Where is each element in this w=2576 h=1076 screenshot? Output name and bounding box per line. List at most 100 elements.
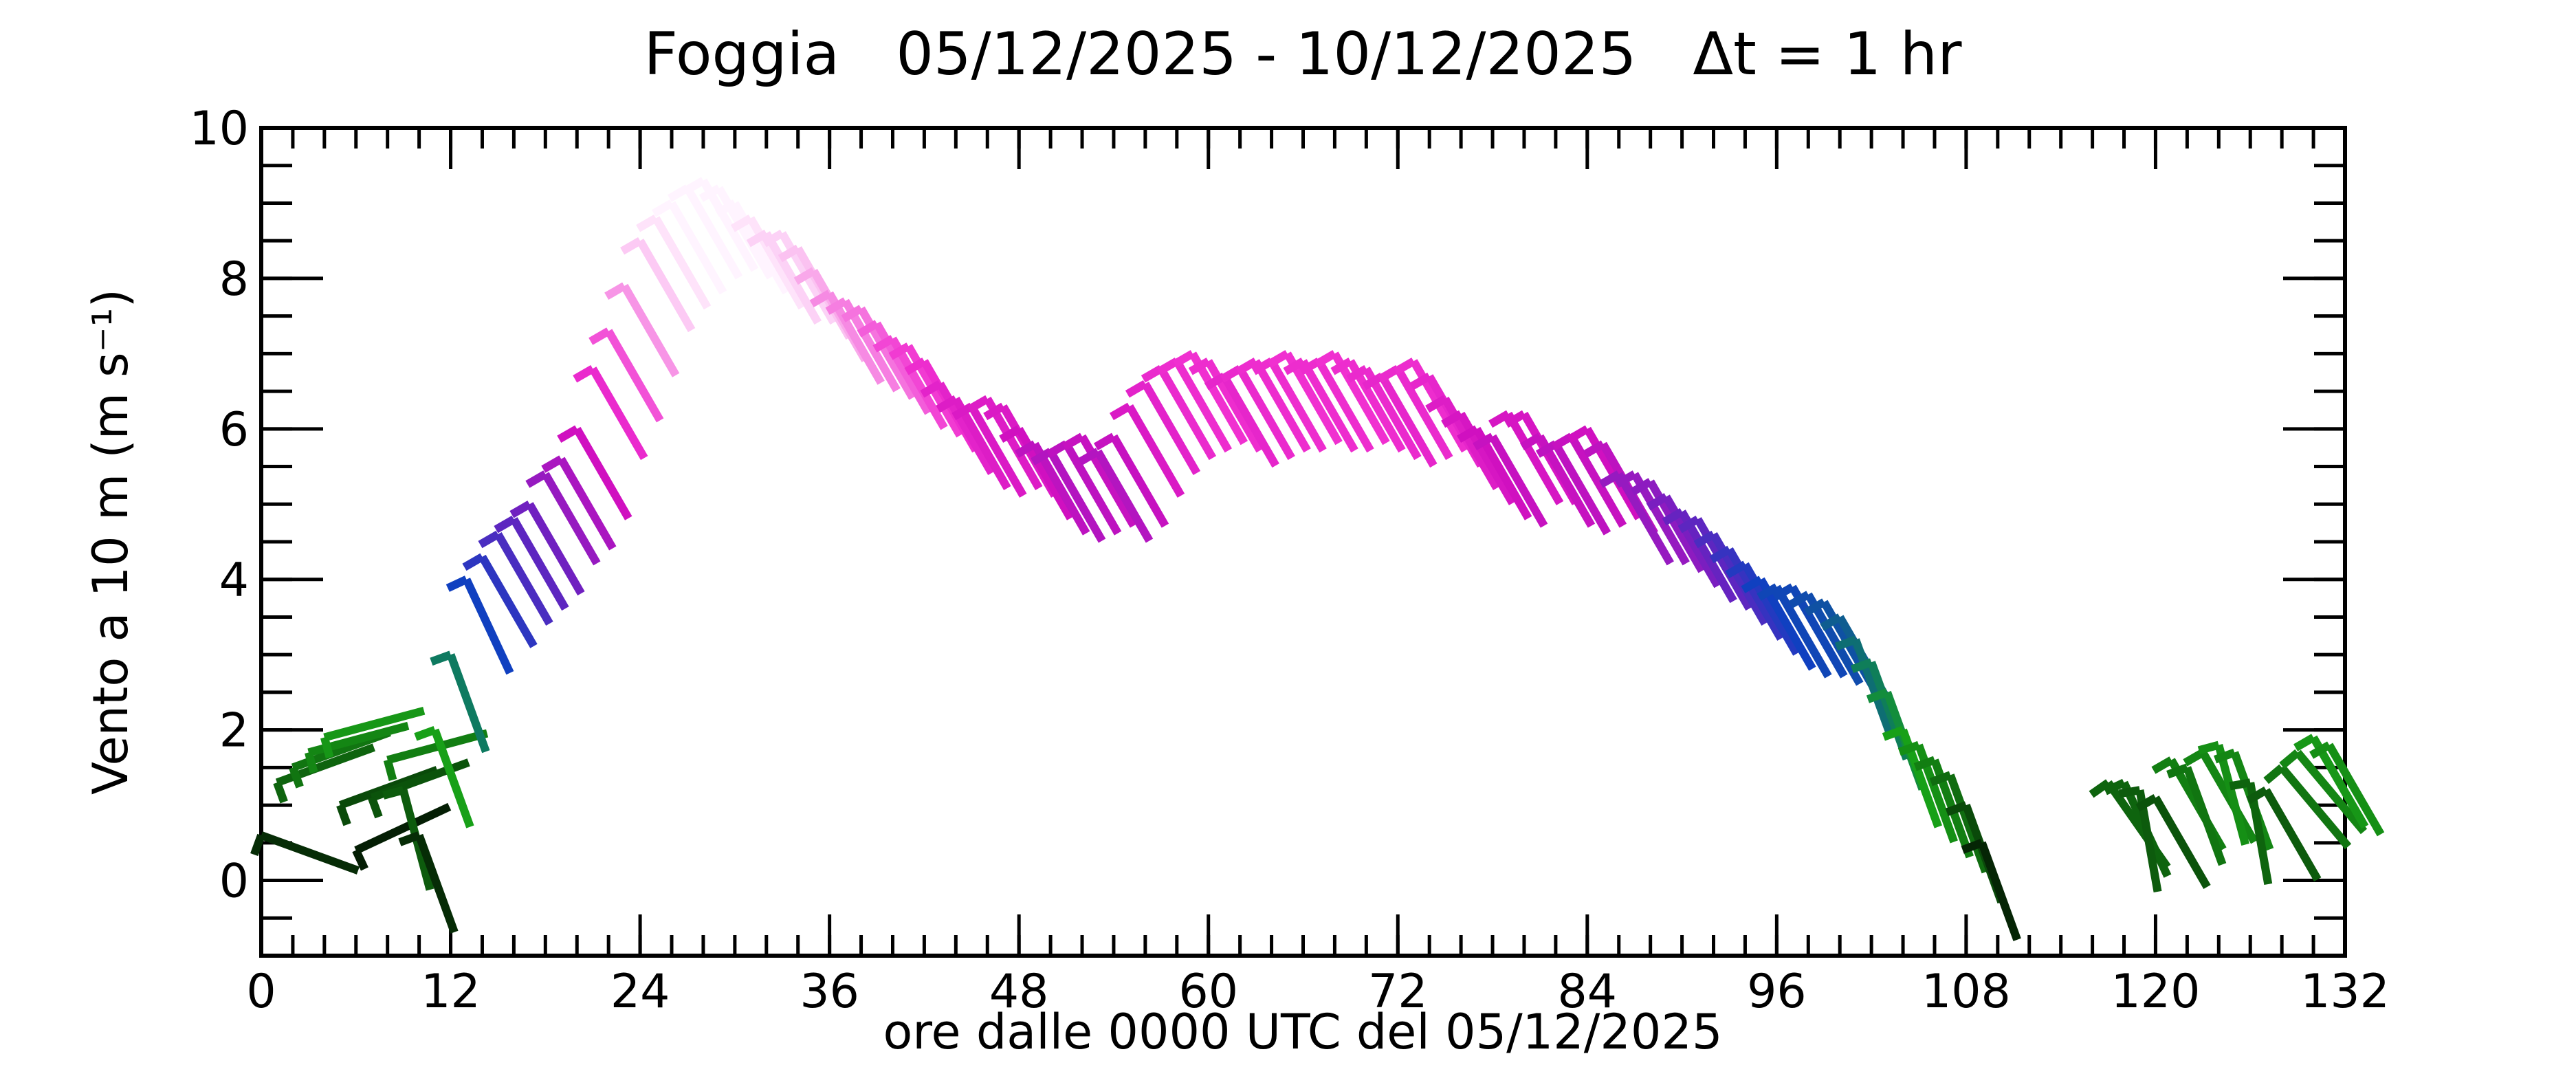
barb-staff bbox=[558, 457, 617, 551]
barb-tick bbox=[1031, 448, 1053, 465]
barb-staff bbox=[1552, 441, 1611, 536]
barb-tick bbox=[1425, 395, 1448, 413]
wind-barb bbox=[1299, 358, 1374, 453]
barb-tick bbox=[1662, 508, 1684, 526]
barb-staff bbox=[589, 366, 648, 461]
barb-tick bbox=[1299, 358, 1321, 375]
barb-tick bbox=[1583, 440, 1605, 458]
barb-tick bbox=[305, 751, 318, 774]
barb-staff bbox=[1299, 359, 1358, 453]
x-tick-label: 132 bbox=[2300, 965, 2390, 1019]
barb-tick bbox=[1156, 358, 1179, 375]
y-axis-label: Vento a 10 m (m s⁻¹) bbox=[82, 289, 139, 795]
barb-tick bbox=[1913, 756, 1937, 771]
wind-barb bbox=[588, 327, 664, 423]
barb-staff bbox=[478, 554, 538, 648]
barb-staff bbox=[1773, 584, 1832, 679]
x-axis-label: ore dalle 0000 UTC del 05/12/2025 bbox=[883, 1004, 1722, 1060]
wind-barb bbox=[509, 501, 585, 596]
barb-tick bbox=[289, 766, 304, 789]
barb-staff bbox=[683, 186, 743, 280]
barb-tick bbox=[936, 395, 958, 413]
barb-tick bbox=[1519, 432, 1542, 450]
wind-barb bbox=[1929, 771, 1990, 874]
wind-barb bbox=[478, 530, 553, 626]
y-tick-label: 2 bbox=[219, 704, 249, 758]
barb-staff bbox=[968, 404, 1027, 498]
barb-tick bbox=[904, 358, 927, 375]
barb-tick bbox=[1125, 380, 1147, 398]
wind-barb bbox=[1156, 358, 1232, 453]
wind-barb bbox=[525, 470, 601, 566]
barb-staff bbox=[636, 239, 696, 333]
wind-barb bbox=[1204, 373, 1279, 468]
barb-staff bbox=[604, 329, 664, 423]
barb-tick bbox=[509, 501, 532, 518]
barb-tick bbox=[1015, 440, 1037, 458]
barb-staff bbox=[652, 216, 712, 310]
barb-tick bbox=[1929, 771, 1952, 787]
barb-tick bbox=[999, 425, 1022, 443]
x-tick-label: 84 bbox=[1558, 965, 1618, 1019]
wind-barb bbox=[414, 725, 474, 828]
barb-tick bbox=[2229, 778, 2252, 791]
barb-tick bbox=[2197, 740, 2220, 755]
barb-tick bbox=[1866, 688, 1889, 703]
barb-staff bbox=[762, 231, 822, 325]
barb-staff bbox=[1615, 472, 1674, 566]
barb-tick bbox=[872, 335, 895, 353]
x-tick-label: 12 bbox=[421, 965, 481, 1019]
barb-staff bbox=[1378, 374, 1438, 468]
barb-tick bbox=[1188, 358, 1211, 375]
barb-staff bbox=[446, 653, 490, 754]
barb-tick bbox=[857, 320, 879, 338]
x-tick-label: 60 bbox=[1178, 965, 1238, 1019]
barb-staff bbox=[430, 728, 474, 828]
x-tick-label: 120 bbox=[2111, 965, 2201, 1019]
barb-staff bbox=[1252, 359, 1311, 453]
barb-tick bbox=[320, 736, 334, 759]
barb-tick bbox=[809, 289, 832, 307]
barb-staff bbox=[1220, 374, 1279, 468]
wind-barb bbox=[951, 402, 1027, 498]
barb-tick bbox=[382, 786, 405, 800]
barb-staff bbox=[510, 517, 569, 611]
barb-tick bbox=[1078, 448, 1100, 465]
barb-staff bbox=[1315, 359, 1374, 453]
wind-barb bbox=[746, 230, 822, 325]
wind-barb bbox=[445, 575, 514, 675]
wind-barb bbox=[494, 515, 569, 611]
barb-tick bbox=[1598, 470, 1621, 488]
barb-staff bbox=[526, 502, 585, 596]
barb-tick bbox=[1551, 432, 1574, 450]
barb-tick bbox=[778, 244, 800, 263]
wind-barb bbox=[1031, 448, 1106, 543]
barb-tick bbox=[1172, 350, 1195, 368]
barb-staff bbox=[2183, 766, 2227, 866]
barb-tick bbox=[1834, 635, 1858, 651]
barb-staff bbox=[1488, 434, 1548, 528]
barb-staff bbox=[323, 706, 426, 742]
barb-tick bbox=[793, 267, 816, 285]
x-tick-label: 108 bbox=[1922, 965, 2011, 1019]
barb-staff bbox=[668, 201, 727, 295]
barb-tick bbox=[1788, 591, 1811, 608]
barb-staff bbox=[1141, 382, 1201, 476]
wind-barb bbox=[2197, 740, 2249, 846]
barb-tick bbox=[1409, 373, 1432, 391]
barb-tick bbox=[1741, 575, 1763, 593]
barb-tick bbox=[1820, 613, 1842, 631]
wind-barb bbox=[1235, 358, 1311, 453]
wind-barb bbox=[2166, 763, 2227, 866]
x-tick-label: 72 bbox=[1368, 965, 1428, 1019]
y-tick-label: 8 bbox=[219, 252, 249, 307]
barb-staff bbox=[1110, 434, 1169, 528]
barb-tick bbox=[967, 395, 990, 413]
barb-tick bbox=[1314, 350, 1337, 368]
barb-tick bbox=[1504, 410, 1526, 428]
wind-barb bbox=[667, 184, 743, 280]
barb-tick bbox=[368, 796, 383, 819]
wind-barb bbox=[636, 215, 712, 310]
wind-barb bbox=[2309, 741, 2385, 837]
barb-tick bbox=[541, 455, 564, 473]
